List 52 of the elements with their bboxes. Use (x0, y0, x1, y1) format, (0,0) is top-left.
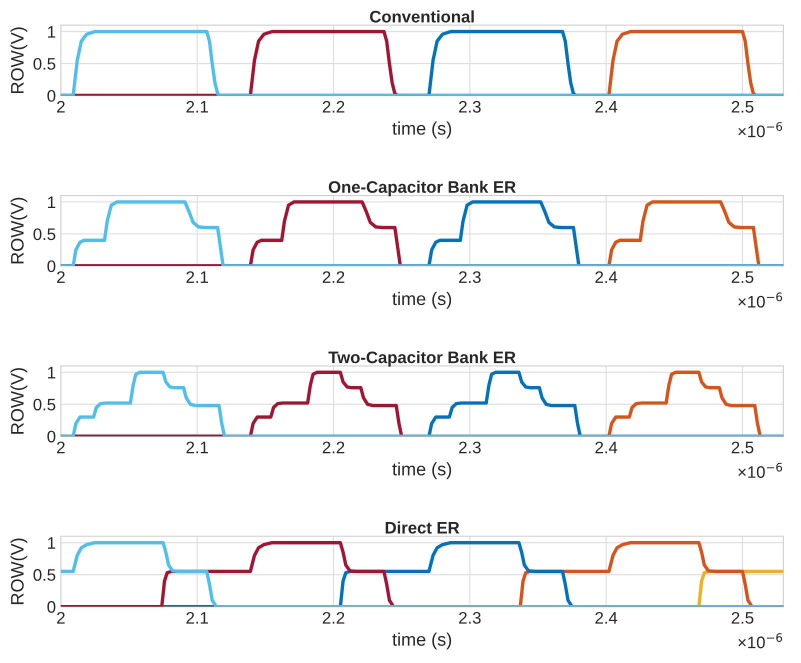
chart-title: Two-Capacitor Bank ER (328, 351, 516, 367)
x-tick-label: 2.1 (186, 271, 208, 283)
x-tick-label: 2.3 (459, 442, 481, 454)
x-tick-label: 2 (57, 442, 65, 454)
x-tick-label: 2.2 (322, 612, 344, 624)
text: ×10$^{−6}$ (738, 633, 782, 648)
y-tick-label: 0 (47, 430, 56, 442)
x-axis-title: time (s) (392, 292, 452, 309)
x-tick-label: 2.1 (186, 612, 208, 624)
y-tick-label: 0.5 (34, 569, 56, 581)
x-tick-label: 2.4 (595, 100, 618, 113)
chart-title: Direct ER (386, 521, 460, 534)
x-tick-label: 2.3 (459, 271, 481, 284)
y-tick-label: 1 (48, 537, 56, 549)
x-axis-title: time (s) (392, 632, 452, 650)
x-tick-label: 2 (57, 271, 65, 283)
y-tick-label: 0 (47, 260, 56, 272)
x-tick-label: 2.5 (732, 100, 754, 113)
x-tick-label: 2.4 (595, 442, 618, 454)
x-tick-label: 2.5 (732, 442, 754, 454)
x-tick-label: 2.4 (595, 612, 618, 624)
x-tick-label: 2.2 (322, 442, 344, 454)
y-tick-label: 1 (48, 196, 56, 208)
x-axis-title: time (s) (392, 122, 452, 138)
y-tick-label: 1 (48, 366, 56, 378)
x-tick-label: 2.2 (322, 100, 344, 113)
chart-title: Conventional (370, 10, 474, 23)
y-tick-label: 0.5 (34, 398, 56, 410)
x-tick-label: 2.3 (459, 612, 481, 624)
y-tick-label: 0.5 (34, 58, 56, 70)
y-tick-label: 0 (47, 90, 56, 102)
x-tick-label: 2.5 (732, 271, 754, 284)
text: ×10$^{−6}$ (738, 122, 782, 138)
x-tick-label: 2.1 (186, 100, 208, 113)
x-tick-label: 2 (57, 612, 65, 624)
x-tick-label: 2.4 (595, 271, 618, 283)
y-tick-label: 0 (47, 601, 56, 613)
chart-title: One-Capacitor Bank ER (328, 180, 516, 196)
y-axis-title: ROW(V) (10, 538, 28, 604)
x-tick-label: 2.3 (459, 100, 481, 113)
y-axis-title: ROW(V) (10, 198, 28, 264)
y-axis-title: ROW(V) (10, 368, 28, 434)
y-tick-label: 0.5 (34, 228, 56, 240)
x-tick-label: 2.5 (732, 612, 754, 624)
x-axis-title: time (s) (392, 462, 452, 480)
x-tick-label: 2.1 (186, 442, 208, 454)
text: ×10$^{−6}$ (738, 462, 782, 478)
text: ×10$^{−6}$ (738, 292, 782, 308)
x-tick-label: 2 (57, 100, 65, 113)
x-tick-label: 2.2 (322, 271, 344, 283)
y-axis-title: ROW(V) (10, 27, 28, 94)
y-tick-label: 1 (48, 26, 56, 38)
